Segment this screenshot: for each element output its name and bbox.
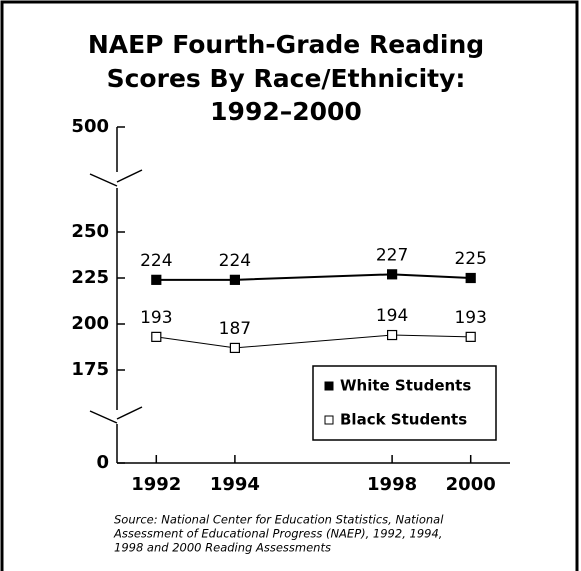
source: 1998 and 2000 Reading Assessments	[114, 541, 331, 555]
line	[156, 273, 471, 281]
value-label: 193	[454, 308, 486, 328]
legend	[312, 365, 497, 441]
marker	[229, 342, 240, 354]
marker	[229, 274, 240, 285]
legend-label: White Students	[340, 377, 471, 395]
legend-label: Black Students	[340, 411, 467, 429]
y-tick-label: 175	[71, 359, 109, 380]
marker	[387, 329, 398, 341]
legend-swatch	[324, 381, 334, 391]
y-tick-label: 200	[71, 313, 109, 334]
marker	[387, 269, 398, 280]
value-label: 227	[376, 245, 408, 265]
legend-swatch	[324, 415, 334, 425]
marker	[465, 272, 476, 284]
value-label: 187	[219, 319, 251, 339]
value-label: 193	[140, 308, 172, 328]
line	[156, 334, 471, 349]
marker	[151, 274, 162, 285]
value-label: 224	[140, 251, 172, 271]
value-label: 224	[219, 251, 251, 271]
source: Source: National Center for Education St…	[114, 513, 444, 527]
axis-break	[89, 406, 143, 424]
x-tick-label: 1992	[131, 474, 181, 495]
chart-title: Scores By Race/Ethnicity:	[107, 64, 466, 93]
x-tick-label: 1994	[210, 474, 260, 495]
x-tick-label: 1998	[367, 474, 417, 495]
marker	[465, 331, 476, 342]
value-label: 225	[454, 249, 486, 269]
chart-title: 1992–2000	[210, 97, 362, 126]
value-label: 194	[376, 306, 408, 326]
x-tick-label: 2000	[446, 474, 496, 495]
y-tick-label: 250	[71, 221, 109, 242]
source: Assessment of Educational Progress (NAEP…	[113, 527, 442, 541]
y-tick-label: 0	[96, 452, 109, 473]
y-tick-label: 225	[71, 267, 109, 288]
axis-break	[89, 169, 143, 187]
marker	[151, 331, 162, 342]
y-tick-label: 500	[71, 116, 109, 137]
chart-title: NAEP Fourth-Grade Reading	[88, 30, 484, 59]
